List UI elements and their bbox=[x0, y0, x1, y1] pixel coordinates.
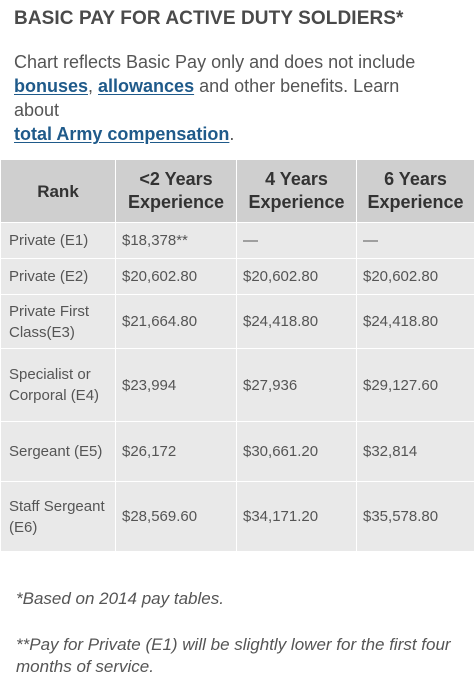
pay-cell-2-years: $18,378** bbox=[115, 222, 237, 259]
total-compensation-link[interactable]: total Army compensation bbox=[14, 124, 230, 144]
pay-cell-4-years: $20,602.80 bbox=[236, 258, 357, 295]
pay-cell-6-years: $24,418.80 bbox=[356, 294, 474, 349]
pay-cell-2-years: $26,172 bbox=[115, 421, 237, 482]
rank-cell: Sergeant (E5) bbox=[0, 421, 116, 482]
table-row: Private (E2) $20,602.80 $20,602.80 $20,6… bbox=[0, 258, 474, 295]
header-rank: Rank bbox=[0, 159, 116, 223]
intro-text-after: and other benefits. Learn bbox=[194, 76, 400, 96]
rank-cell: Private (E1) bbox=[0, 222, 116, 259]
pay-cell-2-years: $20,602.80 bbox=[115, 258, 237, 295]
table-header-row: Rank <2 Years Experience 4 Years Experie… bbox=[0, 159, 474, 223]
pay-cell-4-years: $30,661.20 bbox=[236, 421, 357, 482]
table-row: Specialist or Corporal (E4) $23,994 $27,… bbox=[0, 348, 474, 422]
header-4-years: 4 Years Experience bbox=[236, 159, 357, 223]
page-title: BASIC PAY FOR ACTIVE DUTY SOLDIERS* bbox=[14, 8, 404, 29]
pay-cell-4-years: — bbox=[236, 222, 357, 259]
rank-cell: Specialist or Corporal (E4) bbox=[0, 348, 116, 422]
table-row: Private First Class(E3) $21,664.80 $24,4… bbox=[0, 294, 474, 349]
pay-cell-6-years: $29,127.60 bbox=[356, 348, 474, 422]
rank-cell: Private (E2) bbox=[0, 258, 116, 295]
intro-comma: , bbox=[88, 76, 99, 96]
footnote-private-e1: **Pay for Private (E1) will be slightly … bbox=[16, 635, 451, 676]
rank-cell: Private First Class(E3) bbox=[0, 294, 116, 349]
intro-line-2: bonuses, allowances and other benefits. … bbox=[14, 74, 464, 98]
pay-cell-2-years: $28,569.60 bbox=[115, 481, 237, 552]
rank-cell: Staff Sergeant (E6) bbox=[0, 481, 116, 552]
table-row: Staff Sergeant (E6) $28,569.60 $34,171.2… bbox=[0, 481, 474, 552]
intro-line-3: about bbox=[14, 100, 60, 120]
bonuses-link[interactable]: bonuses bbox=[14, 76, 89, 96]
pay-cell-4-years: $24,418.80 bbox=[236, 294, 357, 349]
intro-paragraph: Chart reflects Basic Pay only and does n… bbox=[14, 50, 464, 146]
allowances-link[interactable]: allowances bbox=[98, 76, 195, 96]
table-row: Sergeant (E5) $26,172 $30,661.20 $32,814 bbox=[0, 421, 474, 482]
intro-line-1: Chart reflects Basic Pay only and does n… bbox=[14, 52, 416, 72]
table-row: Private (E1) $18,378** — — bbox=[0, 222, 474, 259]
pay-cell-4-years: $27,936 bbox=[236, 348, 357, 422]
intro-period: . bbox=[229, 124, 235, 144]
footnote-pay-tables: *Based on 2014 pay tables. bbox=[16, 589, 224, 608]
pay-cell-6-years: $35,578.80 bbox=[356, 481, 474, 552]
pay-cell-4-years: $34,171.20 bbox=[236, 481, 357, 552]
pay-cell-6-years: — bbox=[356, 222, 474, 259]
intro-line-4: total Army compensation. bbox=[14, 122, 464, 146]
pay-cell-2-years: $21,664.80 bbox=[115, 294, 237, 349]
pay-cell-6-years: $32,814 bbox=[356, 421, 474, 482]
basic-pay-table: Rank <2 Years Experience 4 Years Experie… bbox=[0, 159, 474, 552]
header-less-than-2-years: <2 Years Experience bbox=[115, 159, 237, 223]
header-6-years: 6 Years Experience bbox=[356, 159, 474, 223]
pay-cell-6-years: $20,602.80 bbox=[356, 258, 474, 295]
pay-cell-2-years: $23,994 bbox=[115, 348, 237, 422]
